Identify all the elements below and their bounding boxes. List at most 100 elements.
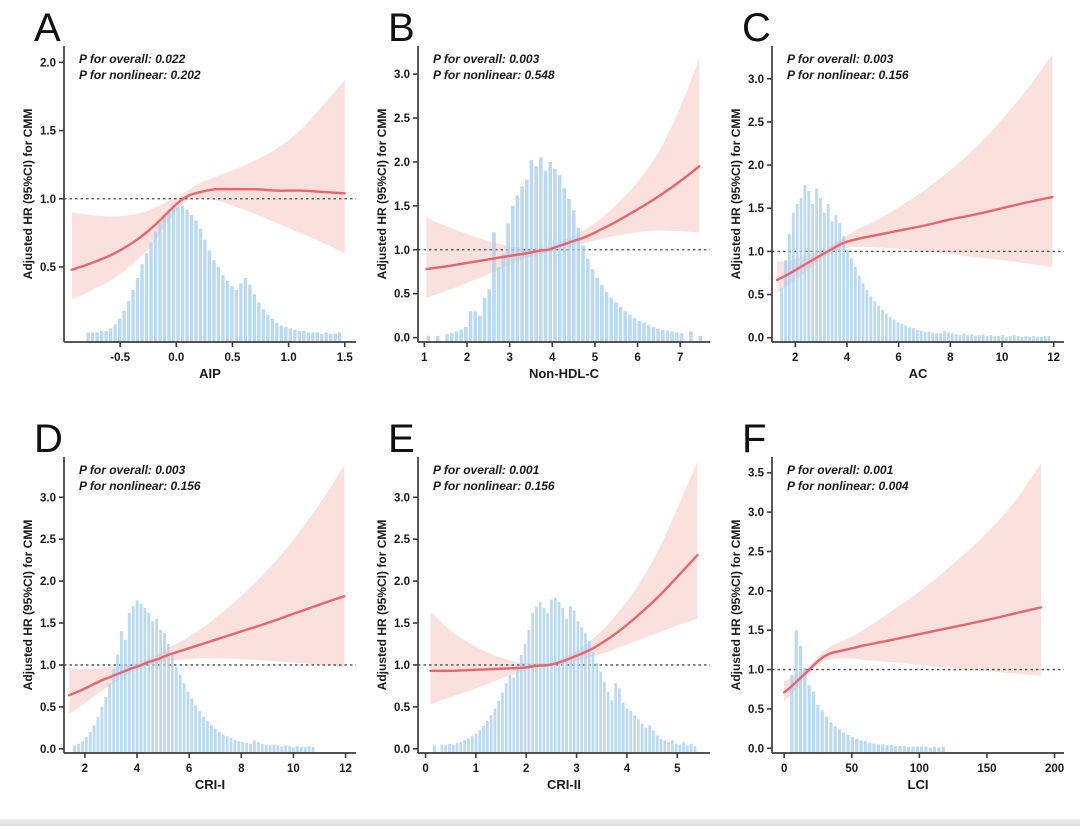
svg-text:3.0: 3.0 <box>394 492 410 504</box>
svg-text:3.0: 3.0 <box>748 507 764 519</box>
svg-text:0.5: 0.5 <box>748 290 765 302</box>
svg-text:3.0: 3.0 <box>394 69 410 81</box>
panel-a: A 0.5 1.0 1.5 2.0 -0.5 0.0 0.5 1.0 1.5 AIP Adjuste… <box>20 6 364 397</box>
panel-letter-d: D <box>34 417 63 461</box>
svg-text:1.0: 1.0 <box>748 665 764 677</box>
svg-text:Adjusted HR (95%CI) for CMM: Adjusted HR (95%CI) for CMM <box>375 520 389 691</box>
svg-text:6: 6 <box>895 352 901 364</box>
svg-text:1.0: 1.0 <box>281 352 297 364</box>
svg-text:1.5: 1.5 <box>748 203 765 215</box>
panel-letter-e: E <box>388 417 415 461</box>
svg-text:P for nonlinear: 0.156: P for nonlinear: 0.156 <box>79 479 201 493</box>
svg-text:1.5: 1.5 <box>337 352 354 364</box>
svg-text:P for overall: 0.003: P for overall: 0.003 <box>79 463 186 477</box>
svg-text:2.0: 2.0 <box>394 157 410 169</box>
svg-text:4: 4 <box>549 352 556 364</box>
svg-text:1.0: 1.0 <box>40 194 56 206</box>
svg-text:10: 10 <box>996 352 1009 364</box>
svg-text:6: 6 <box>634 352 640 364</box>
svg-text:0.0: 0.0 <box>394 744 410 756</box>
panel-letter-a: A <box>34 6 61 50</box>
svg-text:3: 3 <box>573 763 579 775</box>
svg-text:12: 12 <box>339 763 352 775</box>
panel-c: C 0.0 0.5 1.0 1.5 2.0 2.5 3.0 2 4 6 8 10 12 AC Adjuste… <box>728 6 1072 397</box>
svg-text:2: 2 <box>523 763 529 775</box>
svg-text:P for overall: 0.022: P for overall: 0.022 <box>79 52 186 66</box>
svg-text:100: 100 <box>910 763 929 775</box>
svg-text:0.5: 0.5 <box>394 289 411 301</box>
rcs-plot-ac: 0.0 0.5 1.0 1.5 2.0 2.5 3.0 2 4 6 8 10 12 AC Adjusted … <box>729 46 1064 381</box>
svg-text:4: 4 <box>624 763 631 775</box>
bottom-edge-strip <box>0 819 1080 826</box>
svg-text:P for overall: 0.003: P for overall: 0.003 <box>433 52 540 66</box>
svg-text:0.0: 0.0 <box>748 333 764 345</box>
svg-text:2.0: 2.0 <box>394 576 410 588</box>
svg-text:0.0: 0.0 <box>748 743 764 755</box>
svg-text:0: 0 <box>781 763 787 775</box>
panel-letter-b: B <box>388 6 415 50</box>
svg-text:2: 2 <box>792 352 798 364</box>
svg-text:Adjusted HR (95%CI) for CMM: Adjusted HR (95%CI) for CMM <box>375 109 389 280</box>
svg-text:4: 4 <box>134 763 141 775</box>
svg-text:P for overall: 0.001: P for overall: 0.001 <box>433 463 540 477</box>
svg-text:8: 8 <box>238 763 245 775</box>
svg-text:CRI-II: CRI-II <box>547 777 581 792</box>
rcs-plot-cri-ii: 0.0 0.5 1.0 1.5 2.0 2.5 3.0 0 1 2 3 4 5 CRI-II Adjuste… <box>375 457 710 792</box>
svg-text:3: 3 <box>506 352 512 364</box>
svg-text:200: 200 <box>1045 763 1064 775</box>
svg-text:Non-HDL-C: Non-HDL-C <box>529 366 600 381</box>
svg-text:P for nonlinear: 0.004: P for nonlinear: 0.004 <box>787 479 909 493</box>
svg-text:1.0: 1.0 <box>394 660 410 672</box>
svg-text:0: 0 <box>422 763 428 775</box>
svg-text:7: 7 <box>677 352 683 364</box>
svg-text:P for nonlinear: 0.548: P for nonlinear: 0.548 <box>433 68 555 82</box>
svg-text:Adjusted HR (95%CI) for CMM: Adjusted HR (95%CI) for CMM <box>729 109 743 280</box>
svg-text:Adjusted HR (95%CI) for CMM: Adjusted HR (95%CI) for CMM <box>21 520 35 691</box>
panel-e: E 0.0 0.5 1.0 1.5 2.0 2.5 3.0 0 1 2 3 4 5 CRI-II Adjus… <box>374 417 718 808</box>
svg-text:AIP: AIP <box>199 366 221 381</box>
svg-text:50: 50 <box>845 763 858 775</box>
svg-text:0.0: 0.0 <box>40 744 56 756</box>
svg-text:2.5: 2.5 <box>394 113 411 125</box>
svg-text:2.0: 2.0 <box>40 576 56 588</box>
svg-text:12: 12 <box>1047 352 1060 364</box>
svg-text:P for nonlinear: 0.156: P for nonlinear: 0.156 <box>787 68 909 82</box>
svg-text:0.5: 0.5 <box>40 702 57 714</box>
rcs-plot-non-hdl-c: 0.0 0.5 1.0 1.5 2.0 2.5 3.0 1 2 3 4 5 6 7 Non-HDL-C Adj… <box>375 46 710 381</box>
svg-text:P for overall: 0.003: P for overall: 0.003 <box>787 52 894 66</box>
panel-d: D 0.0 0.5 1.0 1.5 2.0 2.5 3.0 2 4 6 8 10 12 CRI-I Adju… <box>20 417 364 808</box>
svg-text:1.5: 1.5 <box>394 618 411 630</box>
svg-text:5: 5 <box>674 763 681 775</box>
svg-text:P for nonlinear: 0.156: P for nonlinear: 0.156 <box>433 479 555 493</box>
svg-text:6: 6 <box>186 763 192 775</box>
svg-text:CRI-I: CRI-I <box>195 777 225 792</box>
svg-text:2.0: 2.0 <box>748 586 764 598</box>
svg-text:AC: AC <box>909 366 928 381</box>
svg-text:Adjusted HR (95%CI) for CMM: Adjusted HR (95%CI) for CMM <box>729 520 743 691</box>
svg-text:1.5: 1.5 <box>748 625 765 637</box>
svg-text:0.5: 0.5 <box>224 352 241 364</box>
panel-letter-f: F <box>742 417 767 461</box>
svg-text:1.5: 1.5 <box>394 201 411 213</box>
svg-text:1.0: 1.0 <box>748 246 764 258</box>
svg-text:2.0: 2.0 <box>748 160 764 172</box>
svg-text:1: 1 <box>473 763 480 775</box>
svg-text:3.5: 3.5 <box>748 468 765 480</box>
svg-text:LCI: LCI <box>908 777 929 792</box>
svg-text:2.5: 2.5 <box>748 117 765 129</box>
svg-text:0.0: 0.0 <box>168 352 184 364</box>
svg-text:0.5: 0.5 <box>40 262 57 274</box>
svg-text:P for overall: 0.001: P for overall: 0.001 <box>787 463 894 477</box>
svg-text:1.0: 1.0 <box>40 660 56 672</box>
svg-text:10: 10 <box>287 763 300 775</box>
svg-text:2.0: 2.0 <box>40 57 56 69</box>
svg-text:1.0: 1.0 <box>394 245 410 257</box>
panel-b: B 0.0 0.5 1.0 1.5 2.0 2.5 3.0 1 2 3 4 5 6 7 Non-HDL-C A… <box>374 6 718 397</box>
svg-text:0.5: 0.5 <box>748 704 765 716</box>
svg-text:3.0: 3.0 <box>748 74 764 86</box>
svg-text:1.5: 1.5 <box>40 618 57 630</box>
svg-text:2: 2 <box>82 763 88 775</box>
svg-text:0.0: 0.0 <box>394 333 410 345</box>
svg-text:Adjusted HR (95%CI) for CMM: Adjusted HR (95%CI) for CMM <box>21 109 35 280</box>
